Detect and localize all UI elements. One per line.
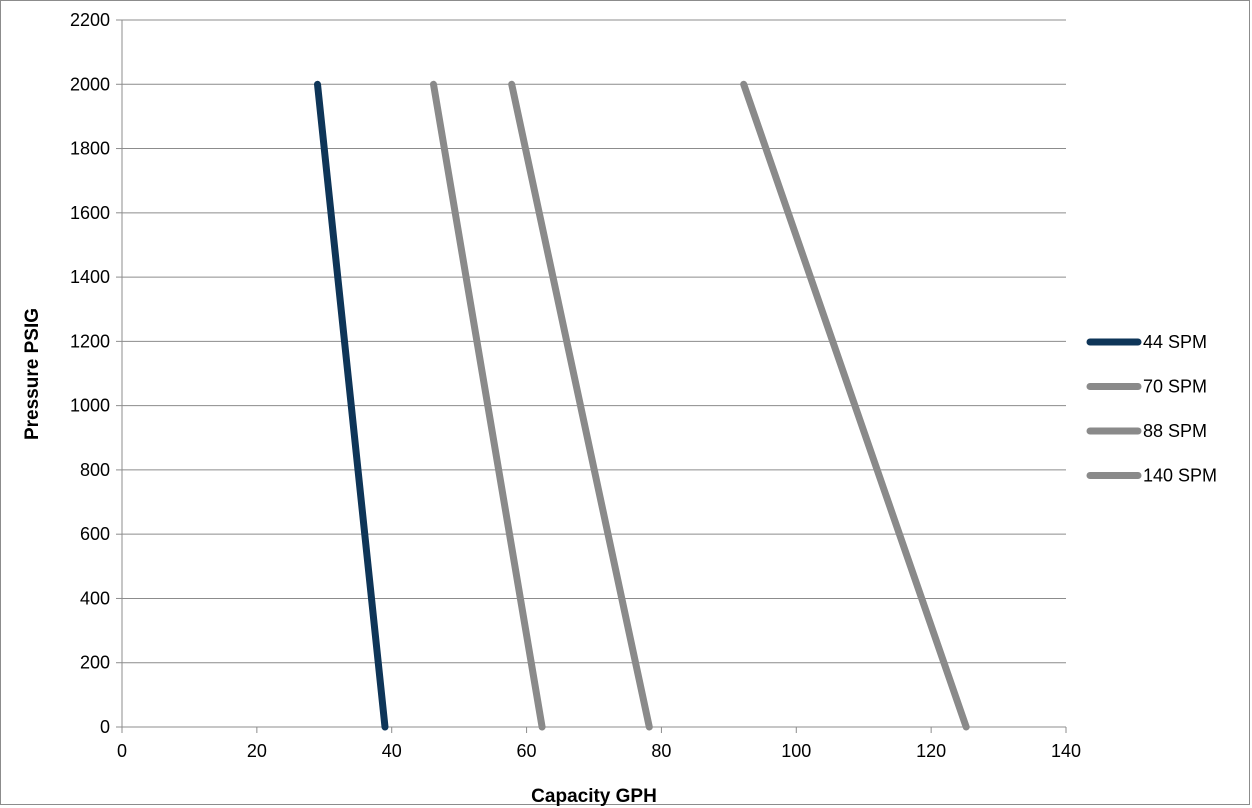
y-tick-label: 200 bbox=[80, 653, 110, 673]
x-tick-label: 120 bbox=[916, 741, 946, 761]
series-line-44-spm bbox=[314, 80, 389, 731]
legend-label: 140 SPM bbox=[1143, 466, 1217, 486]
legend-label: 88 SPM bbox=[1143, 421, 1207, 441]
legend-label: 44 SPM bbox=[1143, 332, 1207, 352]
legend: 44 SPM 70 SPM 88 SPM 140 SPM bbox=[1086, 332, 1217, 486]
y-tick-label: 2000 bbox=[70, 74, 110, 94]
axes: 0200400600800100012001400160018002000220… bbox=[70, 10, 1081, 761]
y-tick-label: 800 bbox=[80, 460, 110, 480]
y-tick-label: 1000 bbox=[70, 396, 110, 416]
y-tick-label: 1400 bbox=[70, 267, 110, 287]
x-tick-label: 60 bbox=[517, 741, 537, 761]
y-tick-label: 0 bbox=[100, 717, 110, 737]
y-tick-label: 600 bbox=[80, 524, 110, 544]
x-tick-label: 20 bbox=[247, 741, 267, 761]
series-lines bbox=[314, 80, 970, 731]
series-line-140-spm bbox=[740, 80, 970, 731]
series-line-88-spm bbox=[508, 80, 653, 731]
series-line-70-spm bbox=[430, 80, 546, 731]
y-tick-label: 2200 bbox=[70, 10, 110, 30]
y-axis-title: Pressure PSIG bbox=[22, 308, 43, 440]
y-tick-label: 1200 bbox=[70, 331, 110, 351]
x-tick-label: 0 bbox=[117, 741, 127, 761]
y-tick-label: 1600 bbox=[70, 203, 110, 223]
grid-lines bbox=[122, 19, 1066, 664]
x-axis-title: Capacity GPH bbox=[531, 786, 657, 807]
x-tick-label: 140 bbox=[1051, 741, 1081, 761]
x-tick-label: 40 bbox=[382, 741, 402, 761]
x-tick-label: 80 bbox=[651, 741, 671, 761]
y-tick-label: 400 bbox=[80, 588, 110, 608]
legend-label: 70 SPM bbox=[1143, 377, 1207, 397]
y-tick-label: 1800 bbox=[70, 139, 110, 159]
x-tick-label: 100 bbox=[781, 741, 811, 761]
